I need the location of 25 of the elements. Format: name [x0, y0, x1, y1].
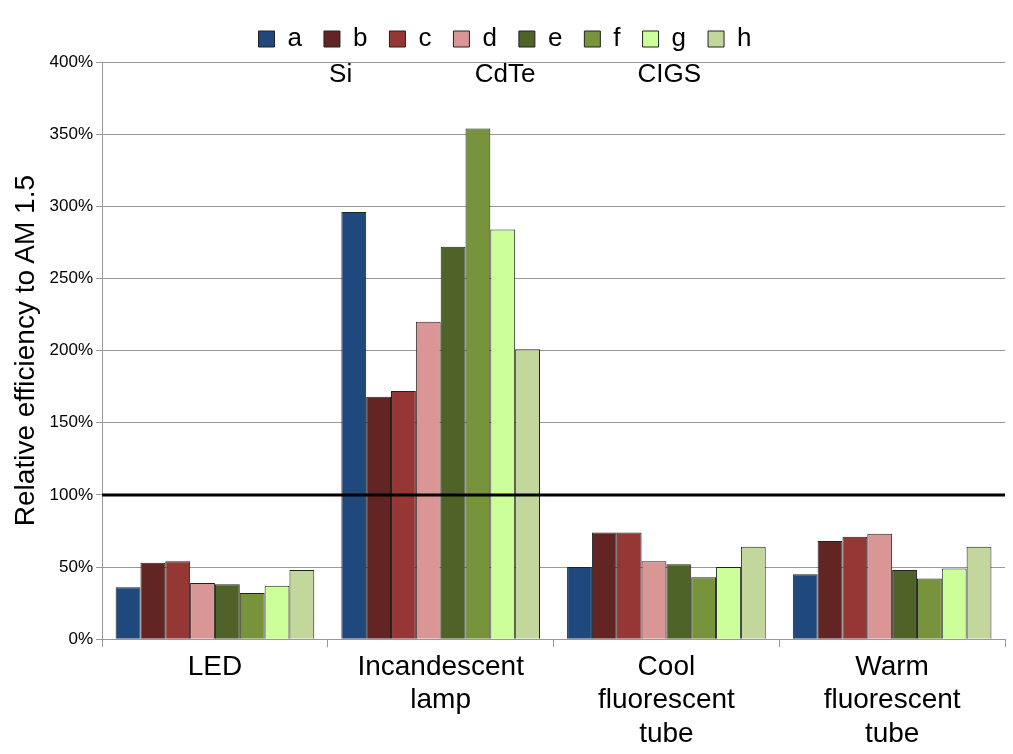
x-tick-label: LED — [187, 649, 243, 681]
y-tick-label: 150% — [49, 412, 94, 432]
legend-label: h — [737, 22, 752, 53]
y-tick-label: 100% — [49, 484, 94, 504]
legend-label: e — [547, 22, 563, 53]
legend-label: g — [671, 22, 687, 53]
x-tick-label: Incandescent lamp — [357, 649, 525, 715]
annotation: Si — [329, 58, 353, 88]
x-tick-label: Cool fluorescent tube — [597, 649, 736, 748]
y-tick-label: 0% — [68, 628, 94, 648]
x-tick-label: Warm fluorescent tube — [823, 649, 961, 748]
y-axis-title: Relative efficiency to AM 1.5 — [8, 174, 40, 527]
y-tick-label: 200% — [49, 340, 94, 360]
legend-label: c — [418, 22, 432, 53]
y-tick-label: 50% — [59, 556, 94, 576]
legend-label: f — [613, 22, 622, 53]
annotation: CdTe — [474, 58, 536, 88]
legend-label: b — [352, 22, 368, 53]
legend-label: d — [482, 22, 497, 53]
annotation: CIGS — [637, 58, 702, 88]
y-tick-label: 250% — [49, 268, 94, 288]
legend-label: a — [287, 22, 303, 53]
y-tick-label: 300% — [49, 195, 94, 215]
y-tick-label: 400% — [49, 51, 94, 71]
y-tick-label: 350% — [49, 123, 94, 143]
